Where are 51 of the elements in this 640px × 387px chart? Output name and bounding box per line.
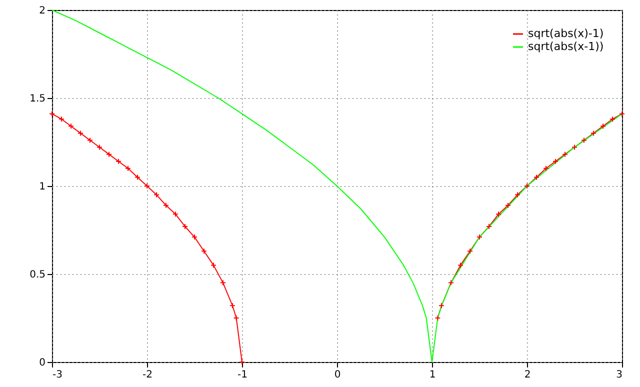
point [505, 202, 511, 208]
point [600, 123, 606, 130]
point [106, 151, 112, 158]
point [562, 151, 568, 158]
point [448, 280, 454, 286]
point [572, 144, 578, 150]
point [543, 165, 549, 172]
point [524, 183, 530, 189]
point [154, 192, 160, 198]
point [467, 248, 473, 254]
point [552, 158, 558, 164]
point [458, 262, 464, 268]
x-tick-label: -3 [52, 370, 62, 380]
point [116, 158, 122, 164]
point [201, 248, 207, 254]
point [163, 202, 169, 208]
y-tick-label: 0 [39, 358, 46, 368]
point [144, 183, 150, 189]
point [438, 302, 444, 309]
point [134, 174, 140, 180]
y-tick-label: 0.5 [30, 270, 46, 280]
legend-label: sqrt(abs(x-1)) [528, 40, 604, 53]
x-tick-label: -1 [238, 370, 248, 380]
point [534, 174, 540, 180]
point [239, 359, 245, 365]
y-tick-label: 1.5 [30, 94, 46, 104]
point [610, 116, 616, 122]
point [220, 280, 226, 286]
point [230, 302, 236, 309]
y-tick-label: 2 [39, 6, 46, 16]
x-tick-label: 0 [334, 370, 341, 380]
point [581, 137, 587, 144]
point [68, 123, 74, 130]
y-tick-label: 1 [39, 182, 46, 192]
point [125, 165, 131, 172]
legend-label: sqrt(abs(x)-1) [528, 27, 604, 40]
point [87, 137, 93, 144]
point [233, 315, 240, 321]
point [96, 144, 102, 150]
point [434, 315, 441, 321]
point [58, 116, 64, 122]
x-tick-label: 3 [616, 370, 622, 380]
point [514, 192, 520, 198]
point [78, 130, 84, 136]
point [590, 130, 596, 136]
x-tick-label: 2 [524, 370, 531, 380]
x-tick-label: -2 [142, 370, 152, 380]
point [496, 211, 502, 218]
point [172, 211, 178, 218]
point [210, 262, 216, 268]
x-tick-label: 1 [429, 370, 436, 380]
